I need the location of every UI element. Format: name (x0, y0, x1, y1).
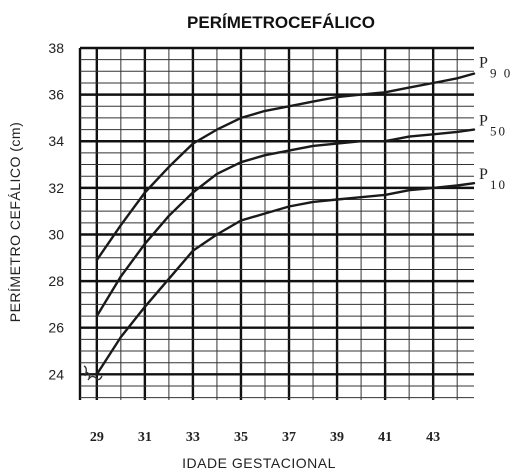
x-tick-label: 33 (186, 430, 200, 445)
series-label-subscript: 10 (490, 177, 507, 192)
x-tick-label: 29 (90, 430, 104, 445)
percentile-curves (95, 72, 476, 376)
series-line (95, 182, 476, 376)
series-label-letter: P (479, 113, 488, 130)
x-tick-label: 31 (138, 430, 152, 445)
series-label-letter: P (479, 166, 488, 183)
y-tick-label: 24 (48, 366, 64, 382)
y-tick-labels: 24 26 28 30 32 34 36 38 (48, 40, 64, 382)
scan-mark (83, 365, 103, 381)
x-tick-label: 35 (234, 430, 248, 445)
y-tick-label: 36 (48, 87, 64, 103)
series-label: P9 0 (479, 55, 512, 81)
series-label-subscript: 50 (490, 124, 507, 139)
plot-grid (78, 46, 474, 400)
y-tick-label: 34 (48, 133, 64, 149)
series-label-letter: P (479, 55, 488, 72)
x-tick-label: 41 (378, 430, 392, 445)
x-tick-label: 43 (426, 430, 440, 445)
y-tick-label: 26 (48, 320, 64, 336)
x-axis-label: IDADE GESTACIONAL (182, 455, 336, 471)
y-tick-label: 28 (48, 273, 64, 289)
series-line (95, 128, 476, 318)
y-tick-label: 30 (48, 226, 64, 242)
chart-title: PERÍMETROCEFÁLICO (187, 13, 375, 32)
x-tick-label: 37 (282, 430, 296, 445)
x-tick-labels: 29 31 33 35 37 39 41 43 (90, 430, 440, 445)
series-label: P50 (479, 113, 507, 139)
series-line (95, 72, 476, 262)
y-tick-label: 32 (48, 180, 64, 196)
x-tick-label: 39 (330, 430, 344, 445)
series-label: P10 (479, 166, 507, 192)
y-tick-label: 38 (48, 40, 64, 56)
y-axis-label: PERÍMETRO CEFÁLICO (cm) (7, 122, 23, 323)
series-label-subscript: 9 0 (490, 66, 512, 81)
